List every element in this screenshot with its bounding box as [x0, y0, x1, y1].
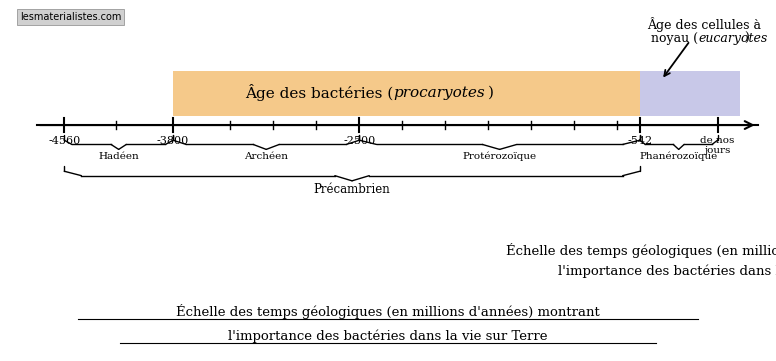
Text: Archéen: Archéen: [244, 152, 288, 161]
Text: -3800: -3800: [157, 136, 189, 146]
Text: noyau (: noyau (: [651, 32, 698, 45]
Text: Échelle des temps géologiques (en millions d'années) montrant: Échelle des temps géologiques (en millio…: [506, 243, 776, 258]
Text: de nos
jours: de nos jours: [700, 136, 735, 155]
Text: -2500: -2500: [343, 136, 376, 146]
Text: -4560: -4560: [48, 136, 81, 146]
Text: Échelle des temps géologiques (en millions d'années) montrant: Échelle des temps géologiques (en millio…: [176, 304, 600, 319]
Text: Protérozoïque: Protérozoïque: [462, 152, 537, 161]
Text: ): ): [745, 32, 750, 45]
Text: -542: -542: [627, 136, 653, 146]
Text: Phanérozoïque: Phanérozoïque: [639, 152, 718, 161]
Text: l'importance des bactéries dans la vie sur Terre: l'importance des bactéries dans la vie s…: [228, 330, 548, 343]
Text: l'importance des bactéries dans la vie sur Terre: l'importance des bactéries dans la vie s…: [558, 265, 776, 278]
Text: Précambrien: Précambrien: [314, 183, 390, 196]
Text: eucaryotes: eucaryotes: [698, 32, 767, 45]
Text: Âge des bactéries (: Âge des bactéries (: [245, 84, 393, 101]
Bar: [173, 71, 640, 116]
Text: ): ): [488, 86, 494, 100]
Text: Âge des cellules à: Âge des cellules à: [647, 17, 761, 32]
Bar: [640, 71, 740, 116]
Text: lesmaterialistes.com: lesmaterialistes.com: [20, 12, 121, 22]
Text: Hadéen: Hadéen: [99, 152, 139, 161]
Text: procaryotes: procaryotes: [393, 86, 485, 100]
